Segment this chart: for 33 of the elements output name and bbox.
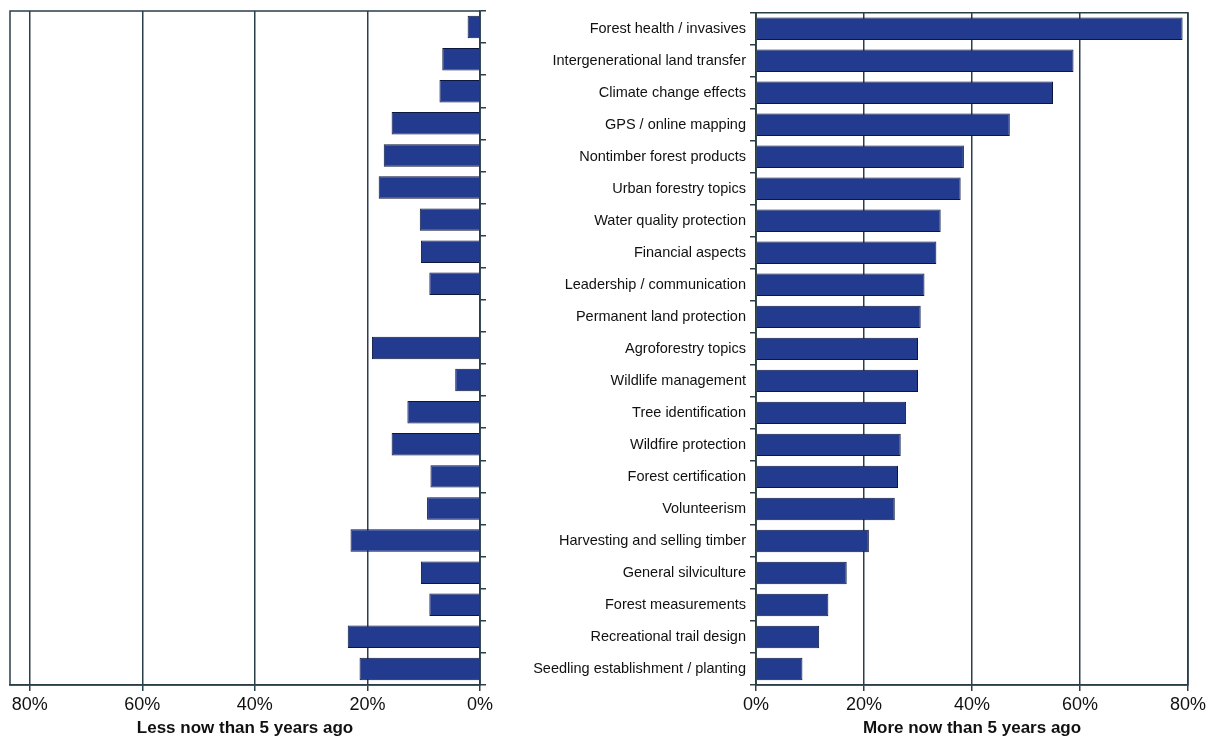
- y-tick-label: Wildfire protection: [629, 435, 746, 452]
- y-tick-label: Wildlife management: [610, 371, 746, 388]
- y-tick-label: General silviculture: [622, 563, 746, 580]
- y-tick-label: Intergenerational land transfer: [552, 51, 747, 68]
- x-axis-title: More now than 5 years ago: [862, 718, 1082, 738]
- y-tick-label: Water quality protection: [594, 211, 746, 228]
- y-tick-label: Forest certification: [627, 467, 746, 484]
- y-tick-label: Nontimber forest products: [579, 147, 746, 164]
- y-tick-label: Volunteerism: [662, 499, 746, 516]
- y-tick-label: Harvesting and selling timber: [559, 531, 747, 548]
- y-tick-label: Urban forestry topics: [612, 179, 746, 196]
- y-tick-label: Forest measurements: [604, 595, 746, 612]
- x-tick-label: 40%: [236, 693, 273, 714]
- y-tick-label: Climate change effects: [598, 83, 746, 100]
- x-tick-label: 40%: [953, 693, 991, 714]
- y-tick-label: Permanent land protection: [575, 307, 746, 324]
- y-tick-label: Financial aspects: [633, 243, 746, 260]
- x-tick-label: 20%: [845, 693, 883, 714]
- y-tick-label: Seedling establishment / planting: [533, 659, 746, 676]
- y-tick-label: Agroforestry topics: [625, 339, 746, 356]
- y-tick-label: Forest health / invasives: [589, 19, 746, 36]
- y-tick-label: GPS / online mapping: [604, 115, 746, 132]
- y-tick-label: Tree identification: [632, 403, 746, 420]
- x-axis-title: Less now than 5 years ago: [136, 718, 354, 738]
- y-tick-label: Leadership / communication: [564, 275, 746, 292]
- y-tick-label: Recreational trail design: [590, 627, 746, 644]
- x-tick-label: 20%: [349, 693, 386, 714]
- x-tick-label: 0%: [466, 693, 493, 714]
- x-tick-label: 0%: [742, 693, 770, 714]
- x-tick-label: 80%: [1169, 693, 1207, 714]
- x-tick-label: 60%: [124, 693, 161, 714]
- x-tick-label: 60%: [1061, 693, 1099, 714]
- x-tick-label: 80%: [11, 693, 48, 714]
